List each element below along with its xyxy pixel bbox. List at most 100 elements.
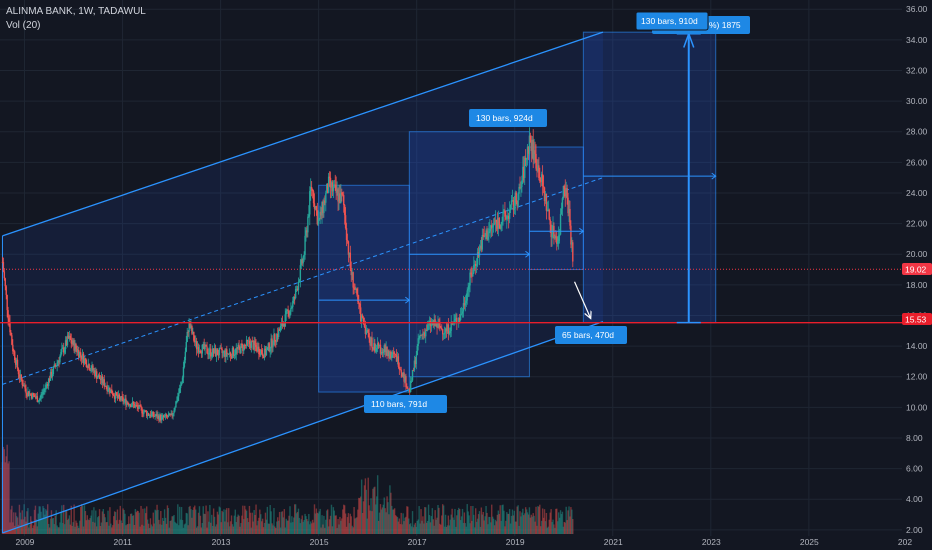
candle-body bbox=[275, 341, 277, 343]
candle-body bbox=[341, 192, 343, 195]
candle-body bbox=[563, 185, 566, 189]
candle-body bbox=[335, 184, 337, 193]
volume-indicator-title[interactable]: Vol (20) bbox=[6, 20, 41, 31]
candle-body bbox=[149, 414, 152, 417]
candle-body bbox=[511, 199, 514, 201]
volume-bar bbox=[392, 509, 394, 534]
time-axis[interactable]: 2009 2011 2013 2015 2017 2019 2021 2023 2025 202 bbox=[16, 537, 913, 547]
candle-body bbox=[109, 387, 111, 393]
volume-bar bbox=[454, 508, 456, 534]
volume-bar bbox=[457, 510, 459, 534]
candle-body bbox=[458, 317, 460, 323]
volume-bar bbox=[298, 517, 301, 534]
volume-bar bbox=[221, 510, 223, 534]
volume-bar bbox=[55, 510, 57, 534]
candle-body bbox=[216, 349, 219, 355]
price-axis[interactable]: 2.004.006.008.0010.0012.0014.0016.0018.0… bbox=[906, 4, 928, 535]
volume-bar bbox=[295, 513, 298, 534]
price-tick-label: 6.00 bbox=[906, 464, 923, 474]
volume-bar bbox=[214, 526, 217, 534]
volume-bar bbox=[288, 515, 290, 534]
volume-bar bbox=[111, 527, 113, 534]
time-axis-background bbox=[0, 536, 932, 550]
volume-bar bbox=[172, 516, 174, 534]
candle-body bbox=[364, 327, 367, 335]
volume-bar bbox=[57, 527, 59, 534]
candle-body bbox=[436, 323, 438, 328]
candle-body bbox=[340, 192, 342, 204]
candle-body bbox=[112, 393, 114, 396]
candle-body bbox=[245, 339, 248, 346]
candle-body bbox=[407, 388, 409, 390]
candle-body bbox=[124, 398, 126, 401]
candle-body bbox=[41, 394, 43, 395]
volume-bar bbox=[210, 522, 212, 534]
volume-bar bbox=[150, 524, 153, 534]
volume-bar bbox=[165, 523, 168, 534]
candle-body bbox=[32, 393, 35, 396]
volume-bar bbox=[337, 519, 339, 534]
volume-bar bbox=[342, 509, 344, 534]
candle-body bbox=[203, 344, 205, 350]
volume-bar bbox=[498, 514, 500, 534]
volume-bar bbox=[119, 505, 121, 534]
candle-body bbox=[243, 344, 245, 351]
candle-body bbox=[97, 375, 100, 378]
volume-bar bbox=[141, 524, 143, 534]
volume-bar bbox=[551, 522, 553, 534]
candle-body bbox=[327, 176, 330, 193]
volume-bar bbox=[569, 516, 571, 534]
candle-body bbox=[103, 379, 105, 387]
label-130-bars-b[interactable]: 130 bars, 910d bbox=[635, 11, 709, 31]
candle-body bbox=[253, 340, 255, 350]
candle-body bbox=[181, 377, 184, 383]
candle-body bbox=[394, 354, 397, 355]
volume-bar bbox=[360, 479, 363, 534]
volume-bar bbox=[531, 516, 533, 534]
candle-body bbox=[483, 235, 485, 237]
volume-bar bbox=[196, 526, 199, 534]
volume-bar bbox=[176, 523, 178, 534]
volume-bar bbox=[384, 508, 386, 534]
candle-body bbox=[489, 228, 491, 232]
volume-bar bbox=[336, 527, 338, 534]
label-130-bars-a[interactable]: 130 bars, 924d bbox=[469, 109, 547, 127]
volume-bar bbox=[463, 512, 466, 534]
time-tick-label: 2013 bbox=[212, 537, 231, 547]
candle-body bbox=[112, 395, 115, 396]
candle-body bbox=[153, 416, 155, 417]
candle-body bbox=[276, 333, 278, 342]
volume-bar bbox=[128, 516, 130, 534]
candle-body bbox=[61, 348, 63, 353]
volume-bar bbox=[180, 507, 183, 534]
candle-body bbox=[393, 353, 396, 355]
candle-body bbox=[231, 347, 234, 359]
volume-bar bbox=[181, 520, 184, 534]
candle-body bbox=[199, 350, 202, 353]
volume-bar bbox=[212, 508, 215, 534]
volume-bar bbox=[399, 524, 401, 534]
volume-bar bbox=[519, 511, 521, 534]
candle-body bbox=[306, 230, 308, 233]
volume-bar bbox=[500, 520, 502, 534]
volume-bar bbox=[178, 525, 180, 534]
symbol-title[interactable]: ALINMA BANK, 1W, TADAWUL bbox=[6, 6, 146, 17]
volume-bar bbox=[205, 505, 207, 534]
label-65-bars[interactable]: 65 bars, 470d bbox=[555, 326, 627, 344]
candle-body bbox=[506, 216, 508, 219]
candle-body bbox=[95, 371, 97, 377]
label-110-bars[interactable]: 110 bars, 791d bbox=[364, 395, 447, 413]
price-channel[interactable] bbox=[1, 31, 604, 534]
volume-bar bbox=[432, 519, 434, 534]
volume-bar bbox=[436, 517, 438, 534]
candle-body bbox=[388, 350, 390, 359]
volume-bar bbox=[157, 509, 159, 534]
volume-bar bbox=[277, 517, 279, 534]
candle-body bbox=[202, 344, 204, 345]
candle-body bbox=[58, 361, 60, 363]
volume-bar bbox=[85, 520, 88, 534]
volume-bar bbox=[117, 523, 120, 534]
volume-bar bbox=[393, 508, 396, 534]
volume-bar bbox=[464, 523, 467, 534]
